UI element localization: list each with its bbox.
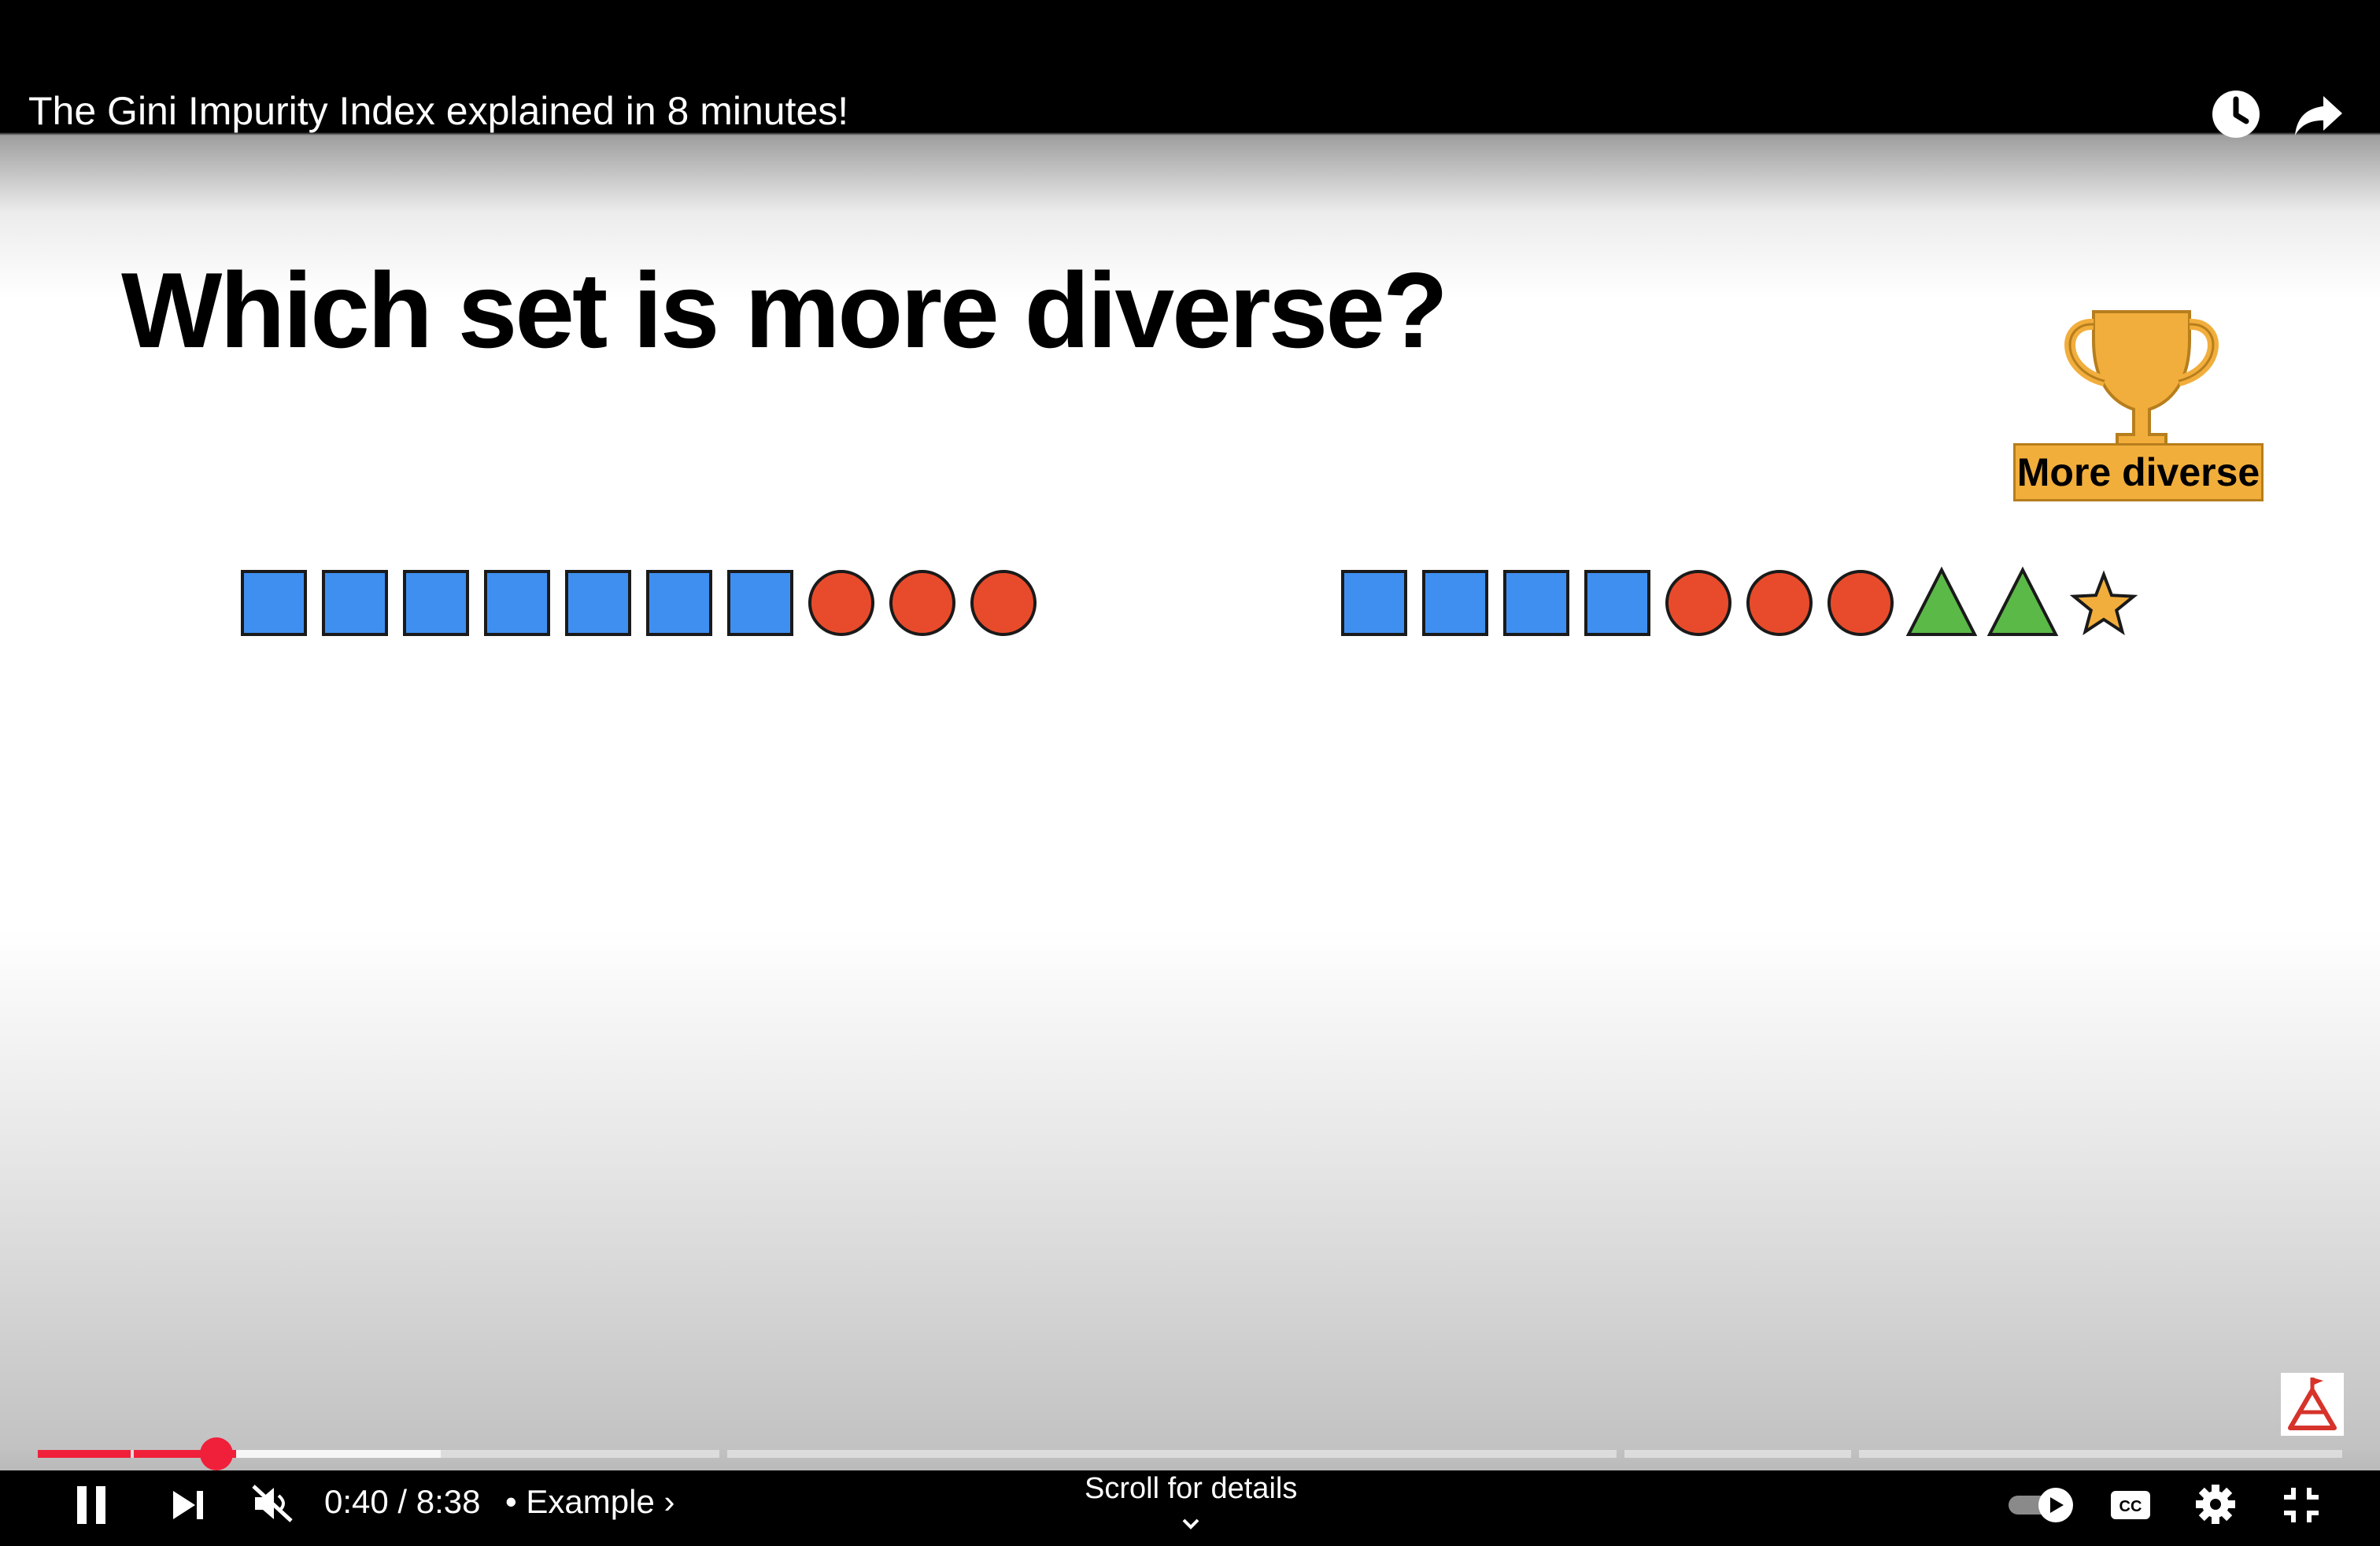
chevron-down-icon [1182, 1518, 1199, 1529]
played-bar-chapter-2 [134, 1450, 236, 1458]
square-shape [1341, 570, 1407, 636]
circle-shape [1665, 570, 1731, 636]
channel-logo-icon[interactable] [2281, 1373, 2344, 1436]
settings-icon[interactable] [2194, 1483, 2237, 1529]
shape-set-a [241, 567, 1045, 639]
share-icon[interactable] [2292, 87, 2347, 142]
circle-shape [970, 570, 1037, 636]
shape-set-b-graphic [1341, 566, 2138, 636]
video-top-bar [0, 0, 2380, 132]
square-shape [1584, 570, 1650, 636]
progress-bar[interactable] [38, 1450, 2342, 1458]
autoplay-toggle-icon[interactable] [2007, 1485, 2082, 1528]
more-diverse-badge: More diverse [2013, 443, 2264, 501]
circle-shape [1828, 570, 1894, 636]
circle-shape [1746, 570, 1813, 636]
square-shape [727, 570, 793, 636]
star-shape [2069, 570, 2138, 635]
square-shape [484, 570, 550, 636]
square-shape [322, 570, 388, 636]
square-shape [646, 570, 712, 636]
scroll-hint-label: Scroll for details [1085, 1472, 1298, 1505]
shape-set-a-graphic [241, 570, 1037, 636]
time-display: 0:40 / 8:38 [324, 1483, 481, 1520]
circle-shape [889, 570, 955, 636]
buffered-bar [134, 1450, 441, 1458]
chapter-label: Example [526, 1483, 655, 1520]
played-bar-chapter-1 [38, 1450, 131, 1458]
scroll-for-details[interactable]: Scroll for details [1085, 1472, 1297, 1540]
slide-heading: Which set is more diverse? [121, 250, 1448, 370]
triangle-shape [1905, 566, 1978, 636]
square-shape [241, 570, 307, 636]
chapter-separator: • [505, 1483, 517, 1520]
player-controls [0, 1470, 2380, 1546]
square-shape [565, 570, 631, 636]
chevron-right-icon: › [663, 1483, 675, 1520]
exit-fullscreen-icon[interactable] [2281, 1485, 2322, 1529]
captions-icon[interactable]: CC [2109, 1486, 2152, 1528]
triangle-shape [1986, 566, 2059, 636]
chapter-link[interactable]: • Example › [505, 1483, 674, 1521]
svg-text:CC: CC [2119, 1498, 2142, 1515]
square-shape [1503, 570, 1569, 636]
watch-later-icon[interactable] [2208, 87, 2264, 142]
next-icon[interactable] [168, 1486, 208, 1528]
chapter-segment[interactable] [1624, 1450, 1851, 1458]
chapter-segment[interactable] [727, 1450, 1617, 1458]
pause-icon[interactable] [72, 1485, 112, 1529]
shape-set-b [1341, 566, 2145, 639]
mute-icon[interactable] [250, 1483, 294, 1528]
square-shape [1422, 570, 1488, 636]
chapter-segment[interactable] [1859, 1450, 2342, 1458]
circle-shape [808, 570, 874, 636]
video-title[interactable]: The Gini Impurity Index explained in 8 m… [28, 89, 849, 133]
square-shape [403, 570, 469, 636]
progress-scrubber[interactable] [200, 1437, 233, 1470]
